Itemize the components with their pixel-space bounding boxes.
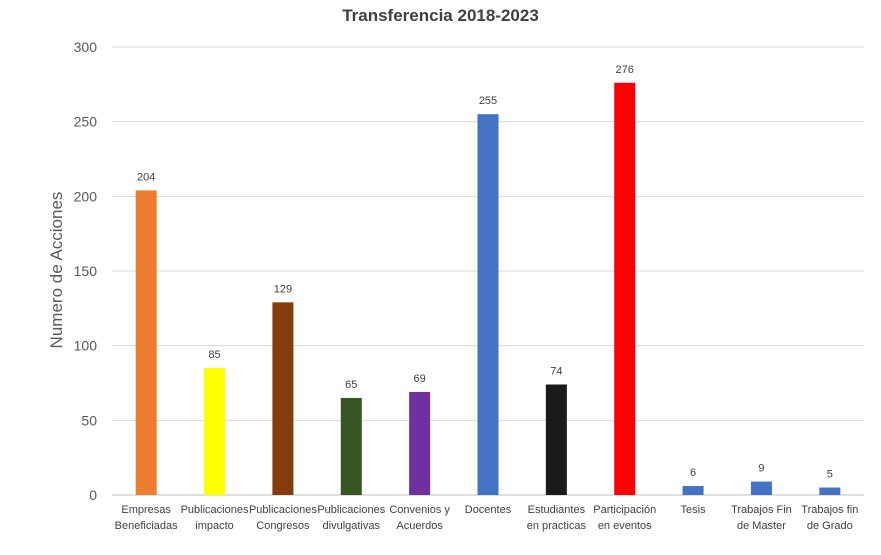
x-tick-label: Trabajos Fin xyxy=(731,504,792,516)
data-label: 204 xyxy=(137,171,155,183)
bar xyxy=(750,481,772,495)
x-tick-label: Convenios y xyxy=(389,504,450,516)
x-tick-label: Docentes xyxy=(465,504,512,516)
y-tick-label: 200 xyxy=(74,188,98,204)
x-tick-label: Beneficiadas xyxy=(115,520,178,532)
x-tick-label: Tesis xyxy=(681,504,707,516)
y-tick-label: 0 xyxy=(89,487,97,503)
data-label: 5 xyxy=(827,469,833,481)
x-tick-label: Estudiantes xyxy=(528,504,586,516)
data-label: 276 xyxy=(616,64,634,76)
data-label: 9 xyxy=(758,463,764,475)
y-tick-label: 50 xyxy=(81,412,97,428)
data-label: 69 xyxy=(414,373,426,385)
bar xyxy=(682,486,704,495)
data-label: 65 xyxy=(345,379,357,391)
y-tick-label: 150 xyxy=(74,263,98,279)
bar xyxy=(272,302,294,495)
bar xyxy=(477,114,499,495)
x-tick-label: en practicas xyxy=(527,520,587,532)
bar xyxy=(135,190,157,496)
x-tick-label: Empresas xyxy=(121,504,171,516)
x-tick-label: de Grado xyxy=(807,520,853,532)
x-tick-label: Participación xyxy=(593,504,656,516)
x-tick-label: divulgativas xyxy=(323,520,381,532)
bar xyxy=(340,397,362,495)
data-label: 129 xyxy=(274,283,292,295)
x-tick-label: Publicaciones xyxy=(181,504,249,516)
data-label: 6 xyxy=(690,467,696,479)
x-tick-label: Publicaciones xyxy=(249,504,317,516)
bar xyxy=(204,368,226,495)
bar xyxy=(545,384,567,495)
bar xyxy=(819,487,841,495)
y-tick-label: 250 xyxy=(74,114,98,130)
data-label: 74 xyxy=(550,365,562,377)
x-tick-label: de Master xyxy=(737,520,786,532)
x-tick-label: Trabajos fin xyxy=(801,504,858,516)
bar xyxy=(409,391,431,495)
x-tick-label: Acuerdos xyxy=(396,520,443,532)
x-tick-label: impacto xyxy=(195,520,234,532)
chart-title: Transferencia 2018-2023 xyxy=(342,6,539,25)
x-tick-label: Congresos xyxy=(256,520,310,532)
x-tick-label: Publicaciones xyxy=(317,504,385,516)
bar xyxy=(614,82,636,495)
y-tick-label: 100 xyxy=(74,338,98,354)
data-label: 255 xyxy=(479,95,497,107)
y-tick-label: 300 xyxy=(74,39,98,55)
x-tick-label: en eventos xyxy=(598,520,652,532)
data-label: 85 xyxy=(208,349,220,361)
